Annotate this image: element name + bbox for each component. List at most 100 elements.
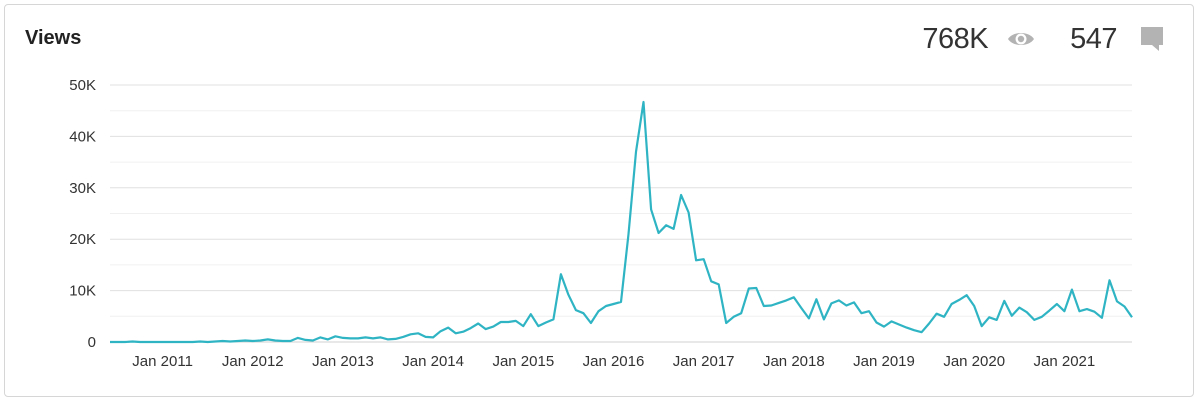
data-point	[829, 301, 833, 305]
data-point	[995, 318, 999, 322]
data-point	[161, 340, 165, 344]
data-point	[131, 340, 135, 344]
data-point	[454, 331, 458, 335]
data-point	[980, 324, 984, 328]
data-point	[476, 322, 480, 326]
data-point	[469, 326, 473, 330]
data-point	[1010, 314, 1014, 318]
data-point	[521, 324, 525, 328]
y-tick-label: 30K	[69, 180, 96, 197]
x-tick-label: Jan 2019	[853, 353, 915, 370]
chart-title: Views	[25, 27, 82, 49]
comments-count: 547	[1070, 22, 1117, 55]
data-point	[544, 321, 548, 325]
data-point	[514, 319, 518, 323]
data-point	[679, 193, 683, 197]
data-point	[942, 315, 946, 319]
data-point	[461, 330, 465, 334]
data-point	[1040, 315, 1044, 319]
x-tick-label: Jan 2020	[943, 353, 1005, 370]
data-point	[694, 258, 698, 262]
data-point	[822, 317, 826, 321]
comment-bubble-icon	[1139, 25, 1165, 53]
data-point	[687, 211, 691, 215]
data-point	[844, 304, 848, 308]
data-point	[1017, 306, 1021, 310]
data-point	[867, 309, 871, 313]
data-point	[875, 321, 879, 325]
data-point	[484, 327, 488, 331]
data-point	[762, 304, 766, 308]
data-point	[784, 298, 788, 302]
data-point	[198, 340, 202, 344]
data-point	[950, 302, 954, 306]
data-point	[431, 335, 435, 339]
data-point	[258, 339, 262, 343]
data-point	[394, 337, 398, 341]
x-tick-label: Jan 2014	[402, 353, 464, 370]
data-point	[273, 339, 277, 343]
data-point	[597, 309, 601, 313]
data-point	[1032, 318, 1036, 322]
data-point	[897, 323, 901, 327]
data-point	[1130, 315, 1134, 319]
data-point	[581, 311, 585, 315]
data-point	[318, 335, 322, 339]
data-point	[529, 312, 533, 316]
data-point	[724, 321, 728, 325]
data-point	[153, 340, 157, 344]
x-tick-label: Jan 2021	[1034, 353, 1096, 370]
data-point	[311, 339, 315, 343]
data-point	[882, 325, 886, 329]
data-point	[506, 320, 510, 324]
data-point	[920, 330, 924, 334]
data-point	[183, 340, 187, 344]
data-point	[769, 304, 773, 308]
data-point	[251, 339, 255, 343]
data-point	[416, 331, 420, 335]
data-point	[627, 232, 631, 236]
data-point	[1115, 299, 1119, 303]
data-point	[424, 335, 428, 339]
data-point	[777, 301, 781, 305]
data-point	[138, 340, 142, 344]
data-point	[619, 300, 623, 304]
data-point	[860, 311, 864, 315]
data-point	[386, 337, 390, 341]
y-tick-label: 40K	[69, 128, 96, 145]
y-tick-label: 20K	[69, 231, 96, 248]
x-tick-label: Jan 2017	[673, 353, 735, 370]
data-point	[243, 339, 247, 343]
data-point	[1047, 309, 1051, 313]
data-point	[326, 337, 330, 341]
data-point	[927, 322, 931, 326]
data-point	[108, 340, 112, 344]
data-point	[1085, 307, 1089, 311]
data-point	[499, 320, 503, 324]
data-point	[1092, 310, 1096, 314]
data-point	[191, 340, 195, 344]
y-tick-label: 50K	[69, 77, 96, 94]
stats-summary: 768K 547	[922, 19, 1165, 59]
data-point	[221, 339, 225, 343]
data-point	[717, 282, 721, 286]
data-point	[1077, 309, 1081, 313]
data-point	[213, 340, 217, 344]
data-point	[747, 287, 751, 291]
data-point	[446, 326, 450, 330]
data-point	[439, 329, 443, 333]
data-point	[168, 340, 172, 344]
data-point	[837, 298, 841, 302]
y-tick-label: 0	[88, 334, 96, 351]
views-card: Views 768K 547	[4, 4, 1194, 397]
data-point	[364, 335, 368, 339]
data-point	[356, 336, 360, 340]
data-point	[799, 306, 803, 310]
data-point	[912, 328, 916, 332]
data-point	[642, 100, 646, 104]
views-series-line	[110, 100, 1133, 344]
data-point	[987, 315, 991, 319]
data-point	[807, 316, 811, 320]
data-point	[1002, 299, 1006, 303]
